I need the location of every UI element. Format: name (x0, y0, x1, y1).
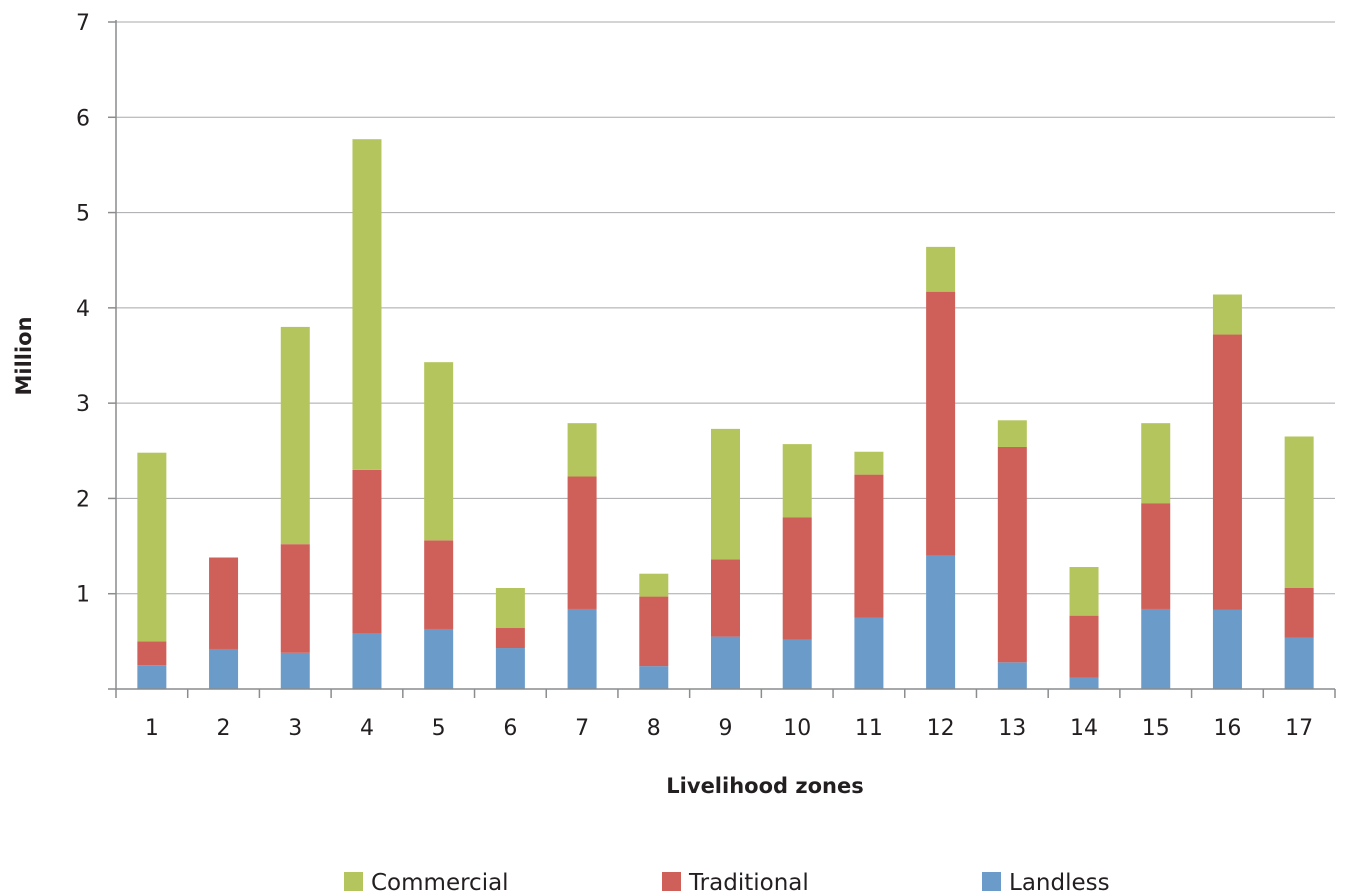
legend-label-commercial: Commercial (371, 870, 509, 894)
legend: Commercial Traditional Landless (344, 870, 1110, 894)
bar-segment-traditional (1069, 615, 1099, 678)
bar-segment-commercial (711, 428, 740, 560)
bar-segment-landless (567, 608, 597, 689)
x-tick-label: 1 (145, 716, 159, 741)
y-tick-label: 6 (76, 106, 90, 131)
bars (137, 139, 1314, 689)
y-tick-label: 5 (76, 202, 90, 227)
bar-segment-commercial (1141, 423, 1171, 504)
bar-segment-commercial (1284, 436, 1314, 588)
bar-segment-traditional (567, 476, 597, 609)
bar-segment-landless (711, 636, 740, 689)
bar-segment-traditional (352, 469, 382, 634)
bar-segment-commercial (137, 452, 167, 642)
x-tick-label: 4 (360, 716, 374, 741)
x-tick-label: 13 (998, 716, 1026, 741)
bar-segment-traditional (1141, 503, 1171, 609)
bar-segment-traditional (495, 628, 525, 649)
x-tick-label: 8 (647, 716, 661, 741)
bar-segment-commercial (1069, 567, 1099, 616)
bar-segment-traditional (1284, 587, 1314, 638)
bar-segment-traditional (424, 540, 454, 629)
x-tick-label: 3 (288, 716, 302, 741)
bar-segment-traditional (639, 596, 669, 667)
bar-segment-commercial (567, 423, 597, 477)
x-tick-label: 16 (1213, 716, 1241, 741)
bar-segment-commercial (926, 246, 956, 292)
y-tick-label: 4 (76, 297, 90, 322)
axes (108, 20, 1336, 698)
x-tick-label: 11 (855, 716, 883, 741)
x-tick-label: 9 (719, 716, 733, 741)
bar-segment-traditional (854, 474, 884, 618)
bar-segment-traditional (782, 517, 812, 640)
bar-segment-commercial (997, 420, 1027, 447)
bar-segment-landless (352, 633, 382, 689)
y-tick-label: 1 (76, 583, 90, 608)
x-tick-label: 17 (1285, 716, 1313, 741)
bar-segment-commercial (352, 139, 382, 470)
legend-label-landless: Landless (1009, 870, 1110, 894)
bar-segment-landless (495, 648, 525, 689)
bar-segment-landless (1069, 677, 1099, 689)
x-tick-label: 14 (1070, 716, 1098, 741)
legend-label-traditional: Traditional (688, 870, 809, 894)
y-tick-label: 7 (76, 11, 90, 36)
bar-segment-landless (926, 555, 956, 689)
bar-segment-commercial (1212, 294, 1242, 335)
legend-swatch-landless (982, 872, 1001, 891)
bar-segment-traditional (137, 641, 167, 666)
y-axis-title: Million (12, 316, 36, 395)
bar-segment-commercial (495, 587, 525, 629)
x-tick-label: 12 (927, 716, 955, 741)
x-axis-title: Livelihood zones (666, 774, 863, 798)
x-tick-label: 7 (575, 716, 589, 741)
legend-swatch-traditional (662, 872, 681, 891)
bar-segment-traditional (280, 544, 310, 653)
bar-segment-landless (782, 639, 812, 689)
bar-segment-traditional (209, 557, 239, 649)
bar-segment-commercial (639, 573, 669, 597)
bar-segment-landless (1141, 608, 1171, 689)
y-tick-label: 3 (76, 392, 90, 417)
y-tick-label: 2 (76, 487, 90, 512)
bar-segment-landless (424, 628, 454, 689)
bar-segment-landless (854, 617, 884, 689)
x-tick-label: 15 (1142, 716, 1170, 741)
bar-segment-commercial (280, 326, 310, 545)
gridlines (108, 21, 1335, 595)
bar-segment-traditional (926, 291, 956, 556)
x-tick-label: 2 (217, 716, 231, 741)
bar-segment-landless (209, 648, 239, 689)
bar-segment-traditional (997, 446, 1027, 663)
bar-segment-landless (1284, 637, 1314, 689)
bar-segment-landless (997, 662, 1027, 689)
bar-segment-commercial (424, 362, 454, 541)
x-tick-label: 10 (783, 716, 811, 741)
bar-segment-commercial (782, 444, 812, 518)
bar-segment-landless (639, 666, 669, 689)
bar-segment-commercial (854, 451, 884, 475)
bar-segment-landless (280, 652, 310, 689)
x-tick-labels: 1 2 3 4 5 6 7 8 9 10 11 12 13 14 15 16 17 (145, 716, 1313, 741)
bar-segment-landless (137, 665, 167, 689)
legend-swatch-commercial (344, 872, 363, 891)
x-tick-label: 5 (432, 716, 446, 741)
bar-segment-traditional (1212, 334, 1242, 610)
bar-segment-traditional (711, 559, 740, 637)
y-tick-labels: 1 2 3 4 5 6 7 (76, 11, 90, 608)
x-tick-label: 6 (503, 716, 517, 741)
bar-segment-landless (1212, 609, 1242, 689)
